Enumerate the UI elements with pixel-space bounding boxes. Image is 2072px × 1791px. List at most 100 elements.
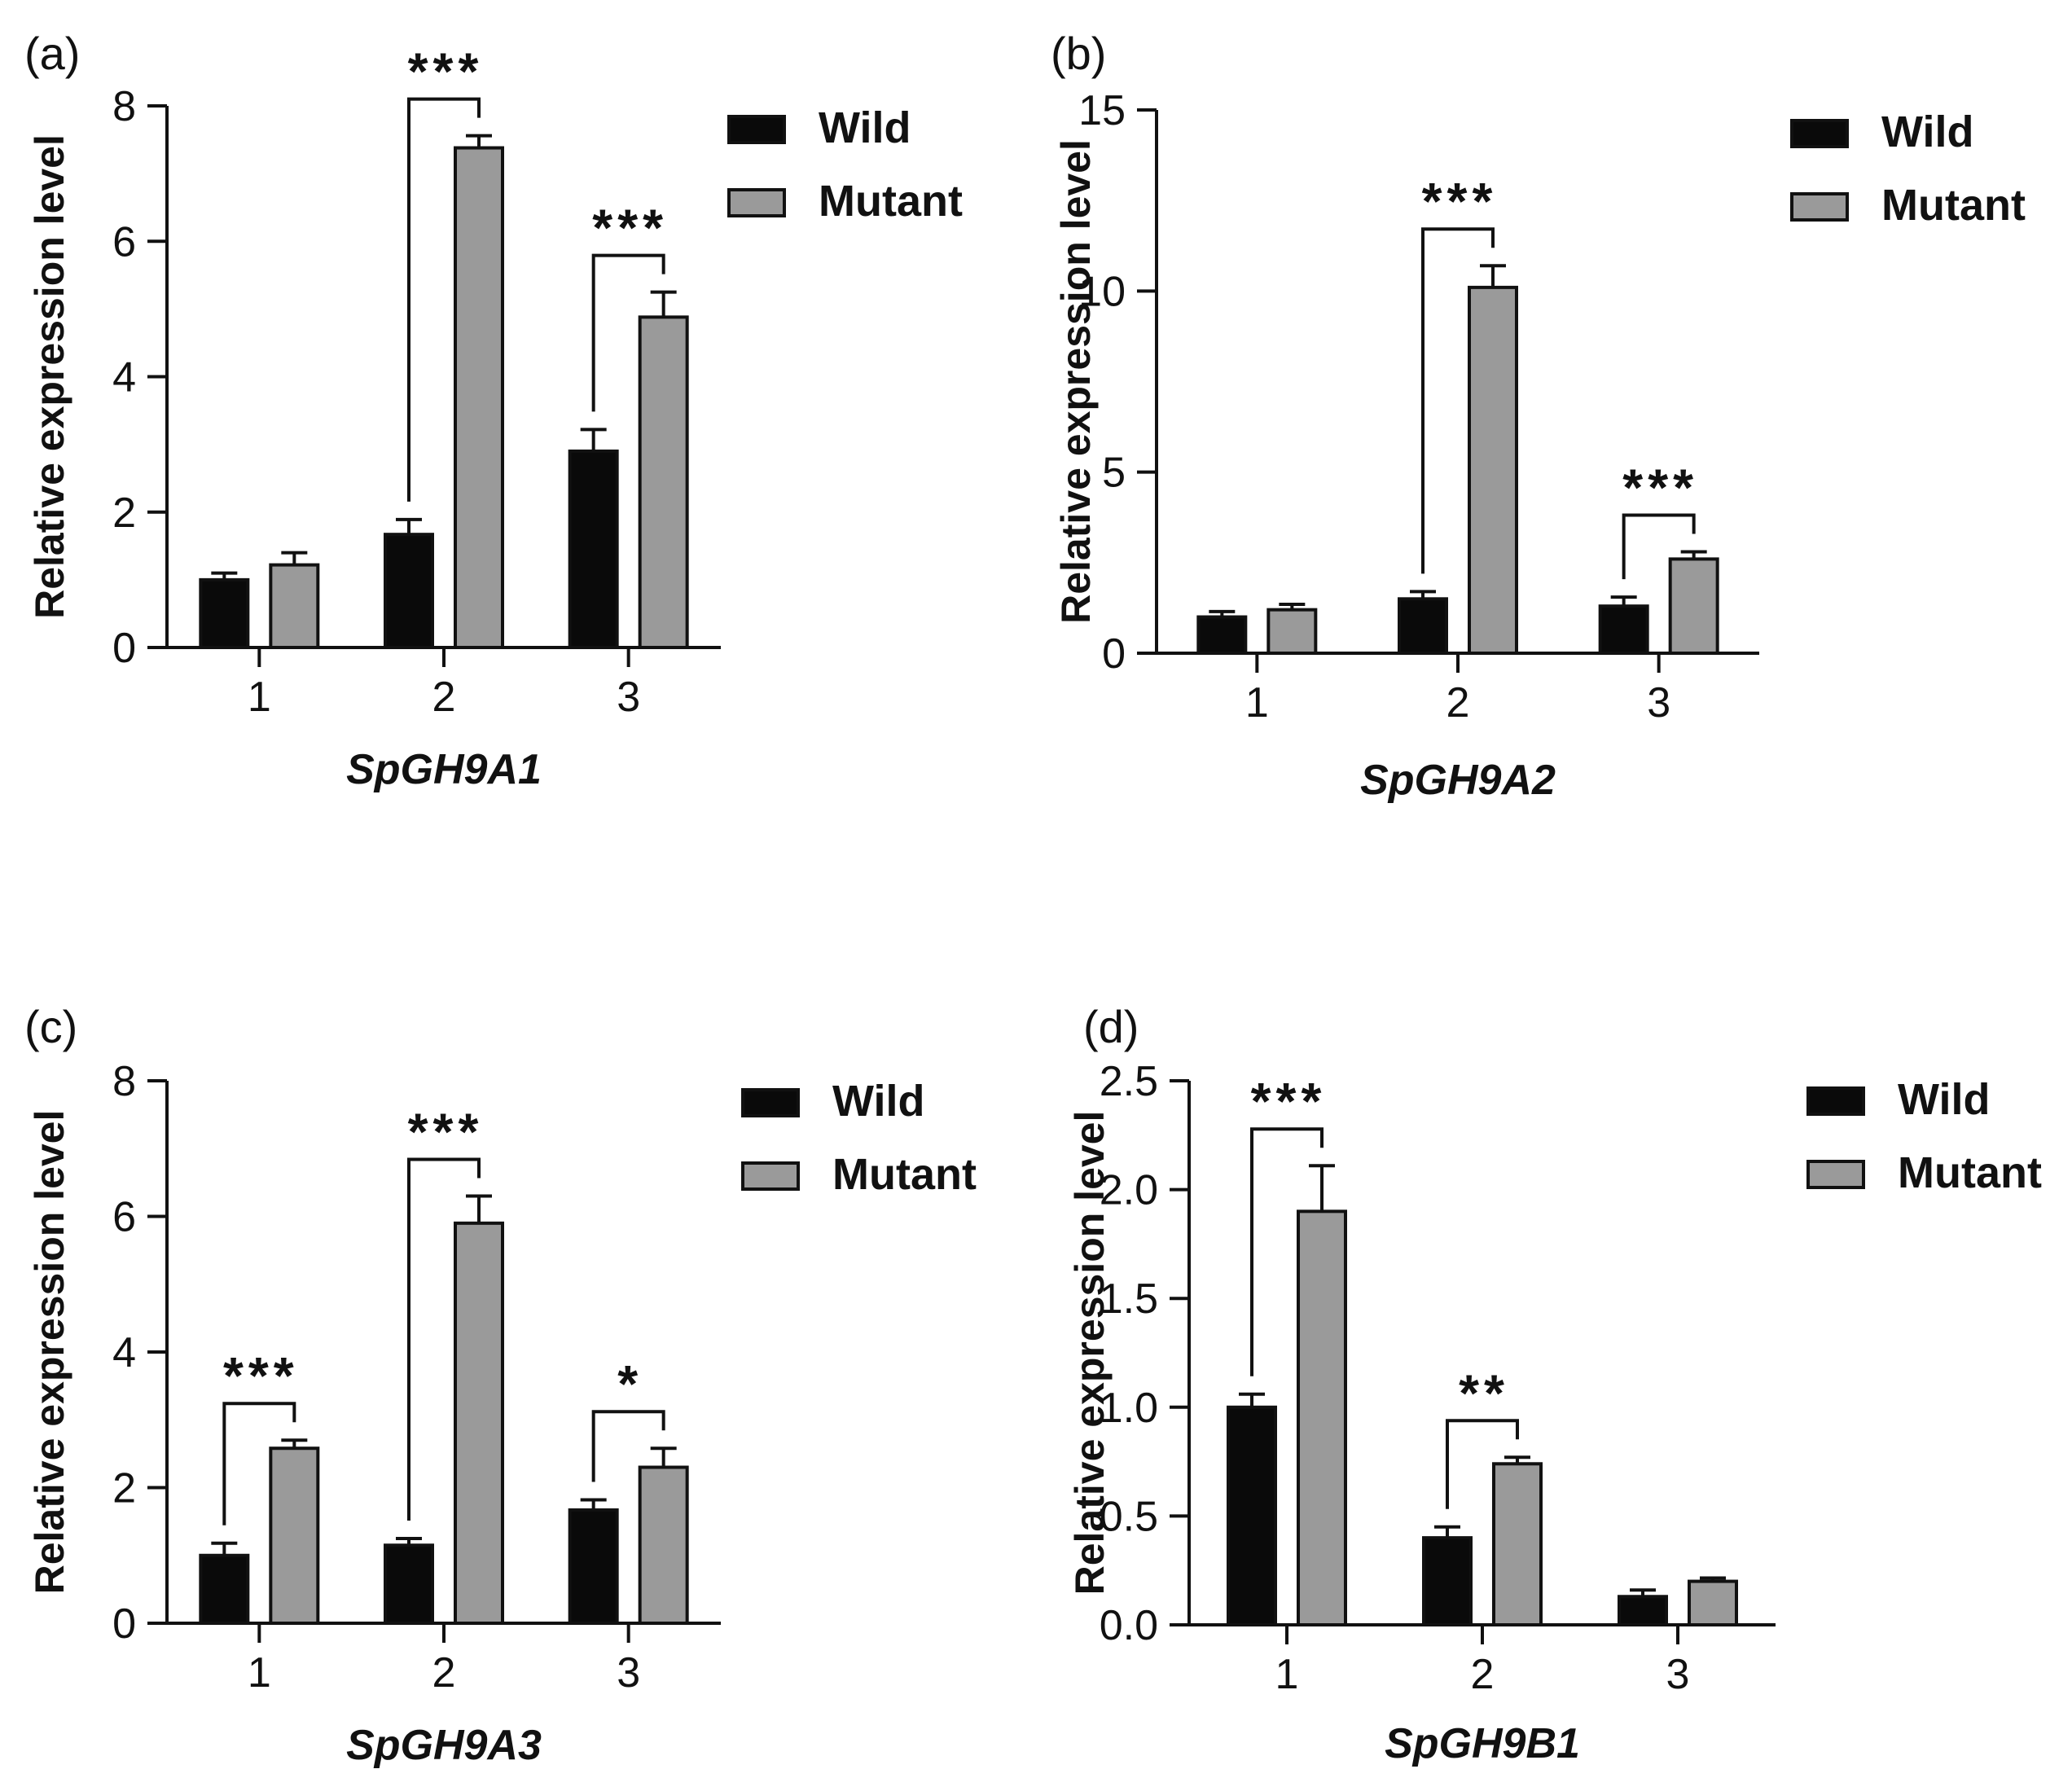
significance-bracket bbox=[1446, 1419, 1519, 1509]
bar-wild-1 bbox=[1227, 1405, 1277, 1627]
y-tick-label: 0.5 bbox=[1100, 1493, 1158, 1540]
legend-swatch-mutant bbox=[741, 1161, 800, 1191]
bar-wild-2 bbox=[384, 1543, 434, 1625]
significance-bracket bbox=[1421, 227, 1495, 574]
bar-wild-2 bbox=[1422, 1536, 1473, 1626]
y-tick-label: 1.5 bbox=[1100, 1275, 1158, 1323]
legend-label-mutant: Mutant bbox=[1881, 181, 2026, 230]
bar-mutant-3 bbox=[638, 315, 689, 649]
y-tick-label: 10 bbox=[1078, 268, 1126, 315]
legend-swatch-wild bbox=[727, 115, 786, 144]
bar-wild-3 bbox=[1598, 604, 1649, 656]
bar-mutant-1 bbox=[269, 1446, 320, 1625]
y-tick-label: 6 bbox=[112, 1194, 136, 1241]
bar-mutant-1 bbox=[1297, 1209, 1347, 1626]
legend-label-wild: Wild bbox=[819, 103, 911, 152]
x-tick-label: 1 bbox=[248, 1649, 271, 1697]
x-tick-label: 3 bbox=[1666, 1651, 1690, 1698]
significance-label: *** bbox=[1622, 458, 1698, 516]
legend-label-mutant: Mutant bbox=[1898, 1148, 2042, 1197]
significance-bracket bbox=[1622, 513, 1696, 580]
bar-mutant-2 bbox=[454, 1221, 504, 1625]
significance-label: ** bbox=[1459, 1363, 1509, 1422]
x-tick-label: 3 bbox=[1647, 679, 1670, 726]
significance-bracket bbox=[407, 97, 481, 502]
bar-mutant-1 bbox=[1266, 608, 1318, 656]
y-tick-label: 0 bbox=[112, 625, 136, 672]
x-axis-title: SpGH9A1 bbox=[346, 746, 542, 793]
legend-label-wild: Wild bbox=[832, 1077, 924, 1126]
bar-wild-2 bbox=[384, 533, 434, 650]
legend-label-wild: Wild bbox=[1898, 1075, 1990, 1124]
y-axis-title: Relative expression level bbox=[27, 134, 72, 619]
y-axis-title: Relative expression level bbox=[1053, 139, 1099, 624]
x-tick-label: 1 bbox=[1275, 1651, 1299, 1698]
y-tick-label: 0 bbox=[1102, 630, 1126, 678]
bar-wild-1 bbox=[1196, 615, 1248, 655]
x-tick-label: 2 bbox=[1446, 679, 1470, 726]
significance-label: *** bbox=[408, 42, 484, 101]
significance-label: *** bbox=[1422, 172, 1498, 230]
bar-wild-3 bbox=[568, 449, 619, 649]
legend-swatch-mutant bbox=[727, 188, 786, 217]
significance-label: * bbox=[617, 1354, 643, 1413]
y-axis-title: Relative expression level bbox=[1067, 1111, 1113, 1596]
bar-mutant-2 bbox=[454, 146, 504, 650]
x-axis-title: SpGH9A2 bbox=[1360, 757, 1556, 804]
y-tick-label: 8 bbox=[112, 83, 136, 130]
legend-swatch-mutant bbox=[1790, 192, 1849, 222]
bar-mutant-2 bbox=[1468, 285, 1518, 655]
bar-wild-3 bbox=[568, 1508, 619, 1626]
panel-d: (d) 0.0 0.5 1.0 1.5 2.0 2.5 1 2 3 Relative express… bbox=[1067, 1001, 2042, 1767]
legend-label-mutant: Mutant bbox=[832, 1150, 977, 1199]
legend-label-mutant: Mutant bbox=[819, 177, 963, 226]
bar-wild-1 bbox=[199, 577, 250, 649]
significance-label: *** bbox=[223, 1346, 299, 1405]
bar-wild-3 bbox=[1618, 1595, 1668, 1627]
y-axis-title: Relative expression level bbox=[27, 1110, 72, 1595]
y-tick-label: 1.0 bbox=[1100, 1385, 1158, 1432]
bar-wild-2 bbox=[1398, 597, 1448, 655]
significance-bracket bbox=[222, 1402, 296, 1525]
x-tick-label: 1 bbox=[248, 674, 271, 721]
legend-swatch-wild bbox=[741, 1088, 800, 1117]
significance-bracket bbox=[591, 1410, 665, 1482]
y-tick-label: 0.0 bbox=[1100, 1602, 1158, 1649]
legend-swatch-wild bbox=[1790, 119, 1849, 148]
x-tick-label: 3 bbox=[617, 1649, 640, 1697]
bar-mutant-2 bbox=[1492, 1462, 1543, 1626]
x-axis-title: SpGH9B1 bbox=[1385, 1720, 1580, 1767]
legend-label-wild: Wild bbox=[1881, 108, 1973, 156]
significance-bracket bbox=[591, 253, 665, 412]
y-tick-label: 0 bbox=[112, 1600, 136, 1648]
significance-label: *** bbox=[592, 199, 668, 257]
x-tick-label: 2 bbox=[1471, 1651, 1495, 1698]
x-tick-label: 3 bbox=[617, 674, 640, 721]
y-tick-label: 8 bbox=[112, 1058, 136, 1105]
y-tick-label: 4 bbox=[112, 1329, 136, 1376]
panel-c: (c) 0 2 4 6 8 1 2 3 Relative expression level SpGH… bbox=[24, 1001, 977, 1769]
bar-mutant-3 bbox=[638, 1465, 689, 1626]
panel-label: (c) bbox=[24, 1001, 77, 1052]
significance-label: *** bbox=[1251, 1072, 1327, 1130]
bar-wild-1 bbox=[199, 1553, 250, 1625]
panel-label: (a) bbox=[24, 28, 80, 79]
legend-swatch-mutant bbox=[1806, 1160, 1865, 1189]
y-tick-label: 2.5 bbox=[1100, 1058, 1158, 1105]
legend-swatch-wild bbox=[1806, 1086, 1865, 1116]
y-tick-label: 6 bbox=[112, 218, 136, 266]
panel-b: (b) 0 5 10 15 1 2 3 Relative expression level SpG… bbox=[1051, 28, 2026, 804]
significance-bracket bbox=[407, 1157, 481, 1521]
y-tick-label: 15 bbox=[1078, 87, 1126, 134]
significance-label: *** bbox=[408, 1103, 484, 1161]
panel-label: (d) bbox=[1083, 1001, 1139, 1052]
y-tick-label: 2.0 bbox=[1100, 1167, 1158, 1214]
x-tick-label: 2 bbox=[432, 1649, 456, 1697]
bar-mutant-3 bbox=[1688, 1579, 1738, 1627]
bar-mutant-3 bbox=[1668, 557, 1719, 655]
y-tick-label: 2 bbox=[112, 489, 136, 537]
y-tick-label: 4 bbox=[112, 354, 136, 402]
x-tick-label: 1 bbox=[1245, 679, 1269, 726]
panel-label: (b) bbox=[1051, 28, 1106, 79]
